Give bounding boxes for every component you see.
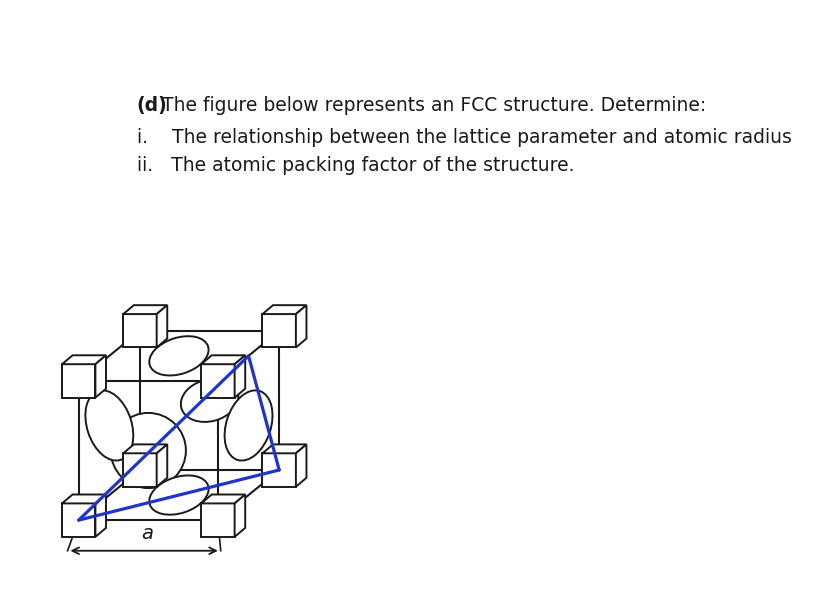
Polygon shape xyxy=(95,355,106,397)
Polygon shape xyxy=(157,305,167,347)
Ellipse shape xyxy=(111,413,186,488)
Polygon shape xyxy=(202,355,246,364)
Polygon shape xyxy=(235,494,246,537)
Polygon shape xyxy=(123,314,157,347)
Ellipse shape xyxy=(149,475,209,515)
Text: (d): (d) xyxy=(137,96,167,115)
Ellipse shape xyxy=(86,390,133,460)
Text: The figure below represents an FCC structure. Determine:: The figure below represents an FCC struc… xyxy=(157,96,707,115)
Text: i.    The relationship between the lattice parameter and atomic radius: i. The relationship between the lattice … xyxy=(137,128,792,147)
Polygon shape xyxy=(62,364,95,397)
Polygon shape xyxy=(202,494,246,504)
Polygon shape xyxy=(263,453,296,486)
Polygon shape xyxy=(263,305,307,314)
Polygon shape xyxy=(123,444,167,453)
Polygon shape xyxy=(296,305,307,347)
Polygon shape xyxy=(62,355,106,364)
Text: $a$: $a$ xyxy=(140,524,153,543)
Ellipse shape xyxy=(224,390,273,460)
Ellipse shape xyxy=(149,336,209,375)
Polygon shape xyxy=(202,364,235,397)
Polygon shape xyxy=(123,305,167,314)
Polygon shape xyxy=(157,444,167,486)
Polygon shape xyxy=(263,444,307,453)
Polygon shape xyxy=(95,494,106,537)
Polygon shape xyxy=(235,355,246,397)
Polygon shape xyxy=(263,314,296,347)
Text: ii.   The atomic packing factor of the structure.: ii. The atomic packing factor of the str… xyxy=(137,156,574,175)
Polygon shape xyxy=(202,504,235,537)
Polygon shape xyxy=(62,494,106,504)
Ellipse shape xyxy=(181,379,238,422)
Polygon shape xyxy=(62,504,95,537)
Polygon shape xyxy=(296,444,307,486)
Polygon shape xyxy=(123,453,157,486)
